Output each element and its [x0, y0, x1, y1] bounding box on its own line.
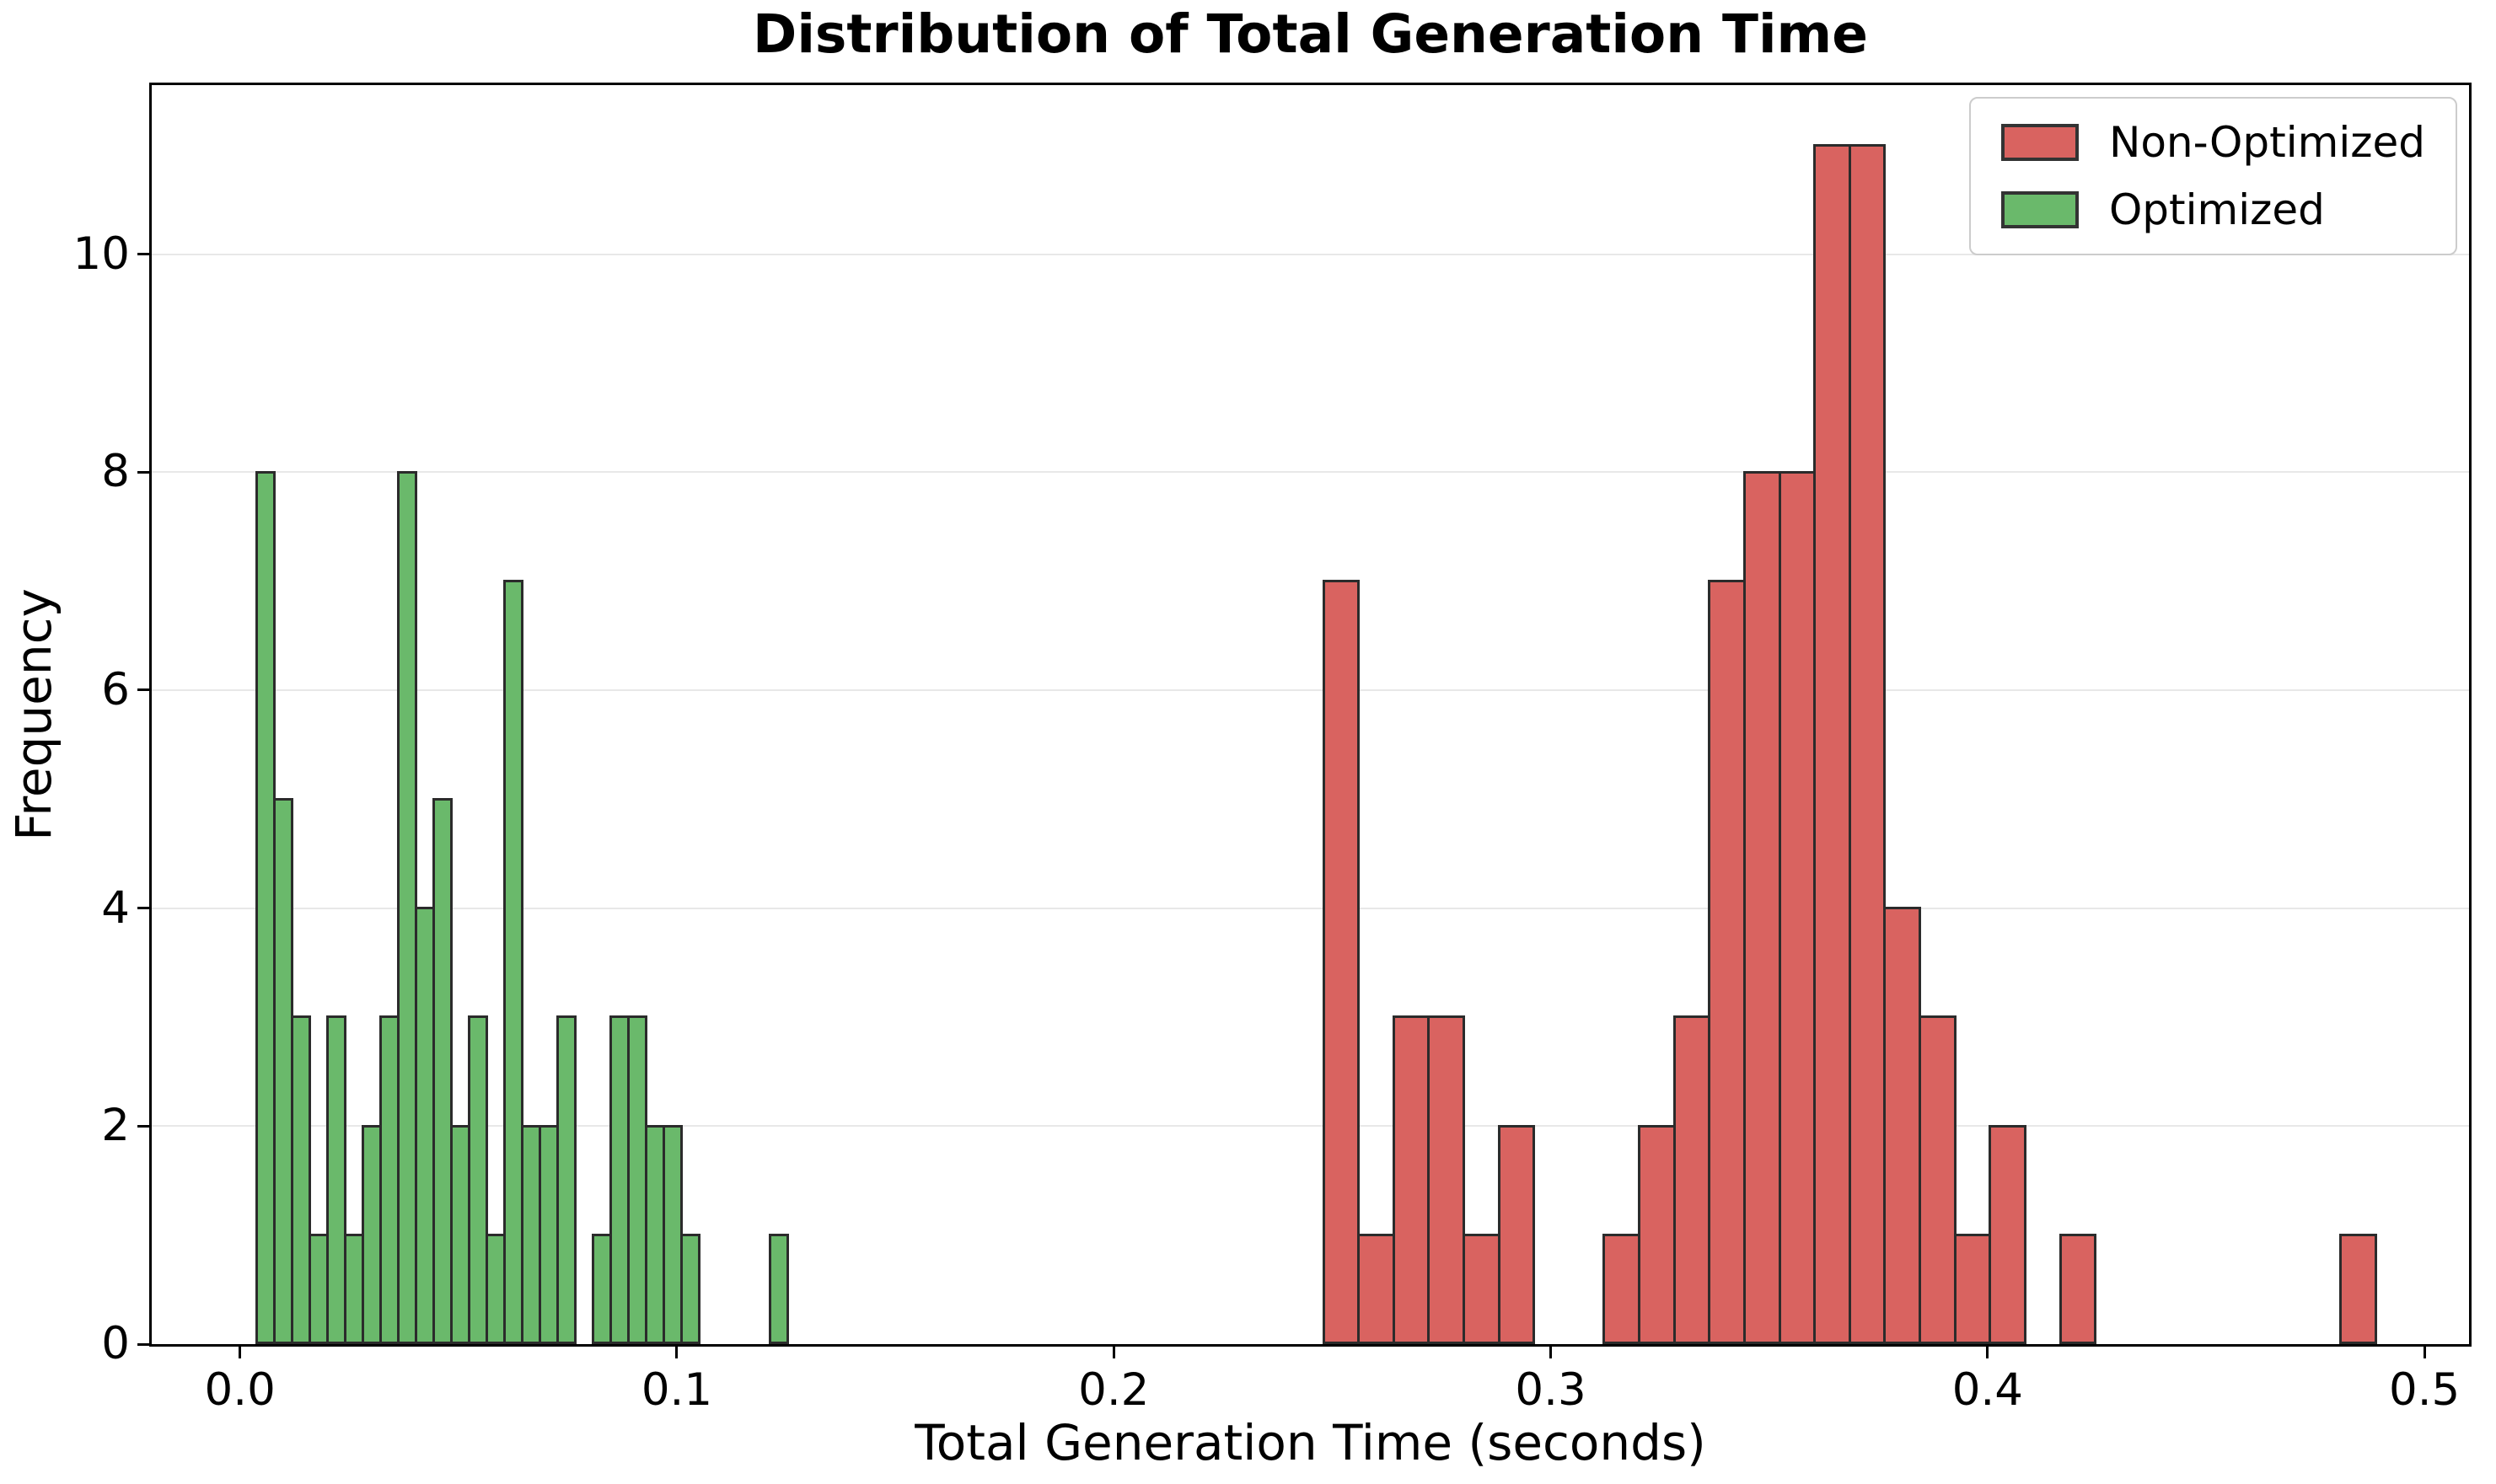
histogram-bar-optimized: [432, 797, 454, 1344]
chart-title: Distribution of Total Generation Time: [753, 3, 1868, 65]
histogram-bar-non-optimized: [1602, 1234, 1641, 1344]
histogram-bar-optimized: [326, 1015, 347, 1344]
y-axis-tick: [137, 688, 152, 692]
x-axis-tick: [675, 1344, 679, 1358]
x-tick-label: 0.1: [641, 1364, 713, 1416]
y-tick-label: 4: [101, 881, 130, 934]
x-tick-label: 0.3: [1515, 1364, 1586, 1416]
histogram-bar-non-optimized: [1672, 1015, 1711, 1344]
histogram-bar-non-optimized: [1638, 1124, 1676, 1344]
y-axis-tick: [137, 1124, 152, 1128]
gridline: [152, 471, 2469, 474]
y-tick-label: 10: [72, 228, 130, 280]
legend-swatch-non-optimized: [2000, 124, 2079, 161]
plot-area: Non-Optimized Optimized 0 2 4 6 8 10 0.0 0.1 0.2…: [73, 83, 2472, 1415]
y-tick-label: 2: [101, 1100, 130, 1152]
y-tick-label: 8: [101, 446, 130, 498]
histogram-bar-non-optimized: [1813, 143, 1851, 1344]
x-tick-label: 0.5: [2388, 1364, 2461, 1416]
histogram-bar-non-optimized: [1883, 907, 1922, 1344]
y-tick-label: 6: [101, 663, 130, 715]
legend-item-non-optimized: Non-Optimized: [2000, 118, 2425, 167]
histogram-bar-optimized: [291, 1015, 312, 1344]
histogram-bar-non-optimized: [1708, 580, 1746, 1344]
histogram-bar-non-optimized: [1497, 1124, 1536, 1344]
x-axis-tick: [1112, 1344, 1115, 1358]
histogram-bar-non-optimized: [1392, 1015, 1431, 1344]
gridline: [152, 688, 2469, 691]
histogram-bar-optimized: [503, 580, 524, 1344]
histogram-bar-non-optimized: [1778, 470, 1817, 1344]
histogram-bar-non-optimized: [1427, 1015, 1465, 1344]
histogram-bar-optimized: [769, 1234, 790, 1344]
gridline: [152, 253, 2469, 255]
x-tick-label: 0.4: [1951, 1364, 2023, 1416]
histogram-bar-non-optimized: [1357, 1234, 1395, 1344]
histogram-bar-non-optimized: [1742, 470, 1781, 1344]
gridline: [152, 1125, 2469, 1128]
histogram-bar-non-optimized: [1953, 1234, 1992, 1344]
x-tick-label: 0.0: [204, 1364, 276, 1416]
legend-label-non-optimized: Non-Optimized: [2108, 118, 2425, 167]
x-axis-tick: [2423, 1344, 2426, 1358]
histogram-bar-optimized: [680, 1234, 701, 1344]
gridline: [152, 907, 2469, 909]
histogram-bar-optimized: [556, 1015, 577, 1344]
y-axis-tick: [137, 1342, 152, 1346]
legend-item-optimized: Optimized: [2000, 185, 2425, 234]
x-axis-tick: [1549, 1344, 1553, 1358]
histogram-bar-non-optimized: [2059, 1234, 2097, 1344]
histogram-bar-optimized: [468, 1015, 489, 1344]
x-axis-tick: [239, 1344, 242, 1358]
histogram-bar-non-optimized: [1989, 1124, 2026, 1344]
histogram-bar-non-optimized: [1848, 143, 1887, 1344]
histogram-bar-non-optimized: [1463, 1234, 1500, 1344]
x-axis-tick: [1986, 1344, 1989, 1358]
legend-label-optimized: Optimized: [2108, 185, 2325, 234]
histogram-bar-non-optimized: [1322, 580, 1361, 1344]
histogram-bar-non-optimized: [1919, 1015, 1957, 1344]
x-tick-label: 0.2: [1078, 1364, 1150, 1416]
legend-swatch-optimized: [2000, 191, 2079, 228]
y-axis-label: Frequency: [5, 588, 62, 841]
histogram-bar-non-optimized: [2339, 1234, 2378, 1344]
y-axis-tick: [137, 253, 152, 255]
y-axis-tick: [137, 907, 152, 910]
y-axis-tick: [137, 470, 152, 474]
legend: Non-Optimized Optimized: [1968, 97, 2457, 255]
x-axis-label: Total Generation Time (seconds): [915, 1414, 1706, 1471]
y-tick-label: 0: [101, 1318, 130, 1369]
